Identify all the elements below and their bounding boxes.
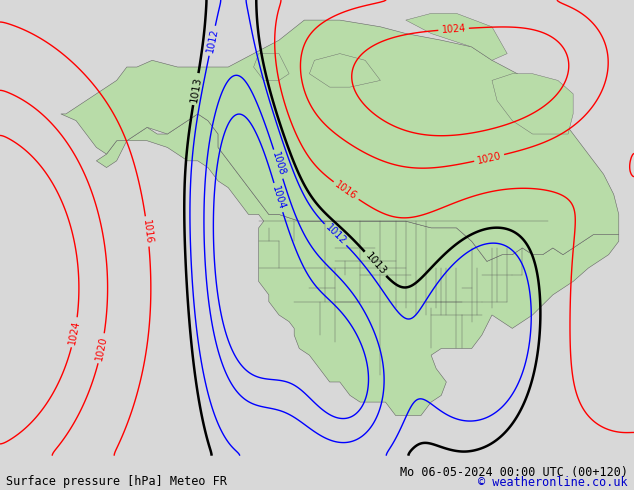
Text: 1020: 1020 [476, 150, 502, 166]
Text: 1016: 1016 [141, 219, 154, 244]
Text: 1016: 1016 [333, 180, 359, 202]
Text: © weatheronline.co.uk: © weatheronline.co.uk [478, 476, 628, 489]
Text: 1013: 1013 [189, 75, 203, 103]
Text: 1008: 1008 [270, 151, 287, 177]
Polygon shape [61, 20, 619, 261]
Text: 1012: 1012 [205, 28, 219, 54]
Polygon shape [406, 13, 507, 60]
Text: 1024: 1024 [68, 319, 82, 345]
Polygon shape [309, 53, 380, 87]
Text: 1020: 1020 [94, 335, 109, 362]
Text: 1012: 1012 [323, 222, 347, 247]
Text: 1004: 1004 [270, 184, 287, 211]
Text: Mo 06-05-2024 00:00 UTC (00+120): Mo 06-05-2024 00:00 UTC (00+120) [399, 466, 628, 479]
Polygon shape [96, 114, 619, 416]
Polygon shape [254, 53, 289, 80]
Polygon shape [492, 74, 573, 134]
Text: Surface pressure [hPa] Meteo FR: Surface pressure [hPa] Meteo FR [6, 474, 227, 488]
Text: 1013: 1013 [363, 251, 388, 277]
Text: 1024: 1024 [441, 24, 466, 35]
